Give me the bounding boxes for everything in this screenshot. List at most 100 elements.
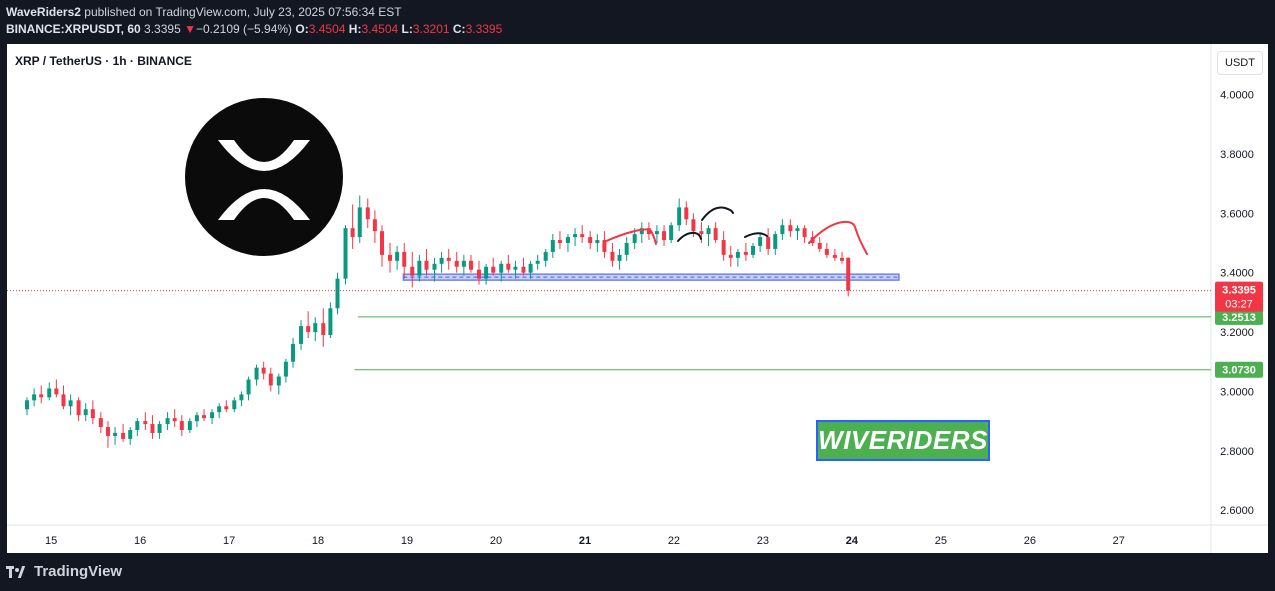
head-arc — [701, 206, 734, 221]
chart-panel[interactable]: 4.0000 3.8000 3.6000 3.4000 3.2000 3.0000 2.80… — [7, 44, 1268, 553]
candle-body — [328, 308, 333, 336]
candle-body — [157, 424, 162, 433]
time-tick-label: 26 — [1024, 535, 1036, 547]
candle-body — [713, 228, 718, 241]
time-tick-label: 19 — [401, 535, 413, 547]
candle-body — [684, 207, 689, 220]
candle-body — [379, 231, 384, 255]
time-tick-label: 20 — [490, 535, 502, 547]
candle-body — [773, 234, 778, 249]
candle-body — [721, 240, 726, 255]
candle-body — [662, 231, 667, 241]
current-price-layer: 3.3395 03:27 — [7, 281, 1263, 312]
candle-body — [476, 269, 481, 279]
candle-body — [780, 225, 785, 235]
candle-body — [299, 326, 304, 344]
candle-body — [766, 237, 771, 249]
candle-body — [417, 260, 422, 276]
currency-button[interactable]: USDT — [1217, 51, 1263, 75]
candle-body — [150, 424, 155, 433]
candle-body — [565, 237, 570, 244]
high-value: 3.4504 — [361, 22, 399, 36]
left-shoulder-arc — [603, 228, 657, 245]
price-tick-label: 3.8000 — [1220, 149, 1254, 161]
candle-body — [217, 406, 222, 413]
candle-body — [610, 251, 615, 261]
candle-body — [639, 228, 644, 235]
candle-body — [543, 251, 548, 261]
candle-body — [424, 260, 429, 270]
candle-body — [76, 400, 81, 416]
candle-body — [751, 245, 756, 255]
candle-body — [61, 394, 66, 407]
candle-body — [743, 251, 748, 255]
time-tick-label: 17 — [223, 535, 235, 547]
candle-body — [654, 231, 659, 235]
candle-body — [832, 254, 837, 258]
candle-body — [291, 343, 296, 362]
candle-body — [528, 263, 533, 273]
current-price-label: 3.3395 — [1222, 285, 1256, 297]
candle-body — [232, 400, 237, 410]
candle-body — [646, 228, 651, 235]
candle-body — [172, 418, 177, 422]
wiveriders-watermark: WIVERIDERS — [816, 420, 990, 461]
change-down-icon: ▼ — [184, 22, 196, 36]
target-level-tag — [1215, 361, 1263, 378]
candle-body — [491, 266, 496, 273]
time-tick-label: 25 — [935, 535, 947, 547]
candle-body — [461, 260, 466, 267]
tradingview-brand: TradingView — [34, 563, 123, 580]
target-level-label: 3.0730 — [1222, 365, 1256, 377]
chart-symbol-title[interactable]: XRP / TetherUS · 1h · BINANCE — [15, 54, 192, 68]
price-axis[interactable]: 4.0000 3.8000 3.6000 3.4000 3.2000 3.0000 2.80… — [1220, 90, 1254, 518]
price-tick-label: 3.0000 — [1220, 386, 1254, 398]
candle-body — [143, 421, 148, 425]
candle-body — [795, 228, 800, 232]
time-tick-label: 23 — [757, 535, 769, 547]
time-tick-label: 15 — [45, 535, 57, 547]
close-label: C: — [452, 22, 466, 36]
candle-body — [32, 394, 37, 401]
author-name[interactable]: WaveRiders2 — [6, 5, 81, 19]
candle-body — [468, 260, 473, 270]
candle-body — [261, 367, 266, 374]
candle-body — [513, 266, 518, 270]
candle-body — [788, 225, 793, 232]
inner-left-arc — [677, 231, 702, 242]
candle-body — [395, 251, 400, 261]
time-axis[interactable]: 15 16 17 18 19 20 21 22 23 24 25 26 27 — [45, 535, 1125, 547]
candle-body — [557, 240, 562, 244]
candle-body — [846, 257, 851, 291]
candle-body — [335, 278, 340, 309]
tradingview-footer[interactable]: TradingView — [6, 563, 122, 580]
candle-body — [47, 388, 52, 398]
candle-body — [588, 237, 593, 244]
target-level-label: 3.2513 — [1222, 312, 1256, 324]
candle-body — [105, 427, 110, 436]
xrp-logo — [185, 98, 343, 256]
candle-body — [706, 228, 711, 235]
candle-body — [365, 207, 370, 220]
candle-body — [194, 415, 199, 422]
candle-body — [410, 266, 415, 276]
time-tick-label: 22 — [668, 535, 680, 547]
price-chart[interactable]: 4.0000 3.8000 3.6000 3.4000 3.2000 3.0000 2.80… — [7, 44, 1268, 553]
candle-body — [224, 406, 229, 410]
target-level-tag — [1215, 308, 1263, 325]
candle-body — [817, 243, 822, 249]
price-tick-label: 3.2000 — [1220, 327, 1254, 339]
candles — [25, 195, 851, 448]
low-label: L: — [401, 22, 413, 36]
candle-body — [121, 432, 126, 439]
price-tick-label: 2.8000 — [1220, 446, 1254, 458]
candle-body — [313, 323, 318, 333]
ohlc-line: BINANCE:XRPUSDT, 60 3.3395 ▼−0.2109 (−5.… — [6, 22, 502, 36]
xrp-logo-circle — [185, 98, 343, 256]
candle-body — [446, 257, 451, 261]
candle-body — [573, 234, 578, 238]
candle-body — [306, 326, 311, 333]
candle-body — [187, 421, 192, 430]
candle-body — [758, 237, 763, 246]
target-levels: 3.2513 3.0730 — [354, 308, 1263, 378]
